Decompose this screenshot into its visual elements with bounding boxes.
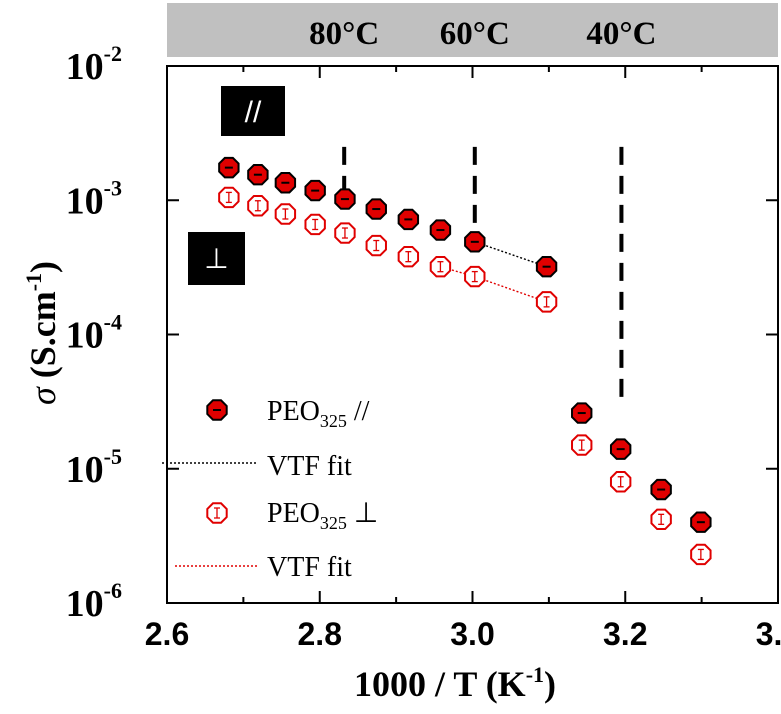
- parallel-badge: //: [221, 86, 285, 136]
- x-tick-label: 3.4: [756, 616, 781, 652]
- data-point-parallel: [274, 172, 297, 194]
- data-point-perpendicular: [365, 234, 387, 257]
- y-tick-label: 10-3: [66, 175, 122, 222]
- legend-label-fit: VTF fit: [267, 552, 352, 583]
- x-tick-label: 3.0: [450, 616, 494, 652]
- badge-text: ⊥: [204, 243, 228, 274]
- data-point-perpendicular: [397, 245, 420, 268]
- data-point-parallel: [609, 438, 632, 460]
- orientation-badges: // ⊥: [188, 86, 285, 285]
- x-tick-label: 2.6: [145, 616, 189, 652]
- data-point-parallel: [535, 255, 558, 278]
- data-point-perpendicular: [304, 213, 326, 236]
- vtf-fit-line: [474, 241, 547, 268]
- data-point-parallel: [304, 179, 326, 202]
- temperature-marker-label: 80°C: [309, 16, 379, 52]
- plot-frame: [166, 65, 779, 604]
- legend-label-parallel: PEO325 //: [267, 396, 370, 431]
- data-point-parallel: [247, 164, 269, 186]
- data-point-parallel: [690, 511, 712, 533]
- data-point-parallel: [571, 402, 593, 424]
- vtf-fit-line: [440, 266, 547, 303]
- data-point-parallel: [429, 219, 452, 241]
- data-point-parallel: [464, 231, 486, 253]
- data-point-perpendicular: [274, 203, 297, 225]
- data-point-perpendicular: [609, 471, 632, 493]
- data-point-perpendicular: [334, 222, 356, 244]
- data-point-parallel: [218, 156, 240, 179]
- y-tick-label: 10-5: [66, 444, 122, 491]
- y-tick-label: 10-6: [66, 578, 122, 625]
- y-tick-label: 10-4: [66, 310, 122, 357]
- y-axis-title: σ (S.cm-1): [21, 261, 63, 405]
- fit-lines: [440, 241, 547, 303]
- axis-ticks: 2.6 2.8 3.0 3.2 3.4 10-6 10-5 10-4 10-3 10-2: [66, 41, 781, 652]
- temperature-marker-label: 60°C: [440, 16, 510, 52]
- data-point-perpendicular: [571, 434, 593, 456]
- data-point-perpendicular: [650, 508, 672, 531]
- data-point-parallel: [365, 198, 387, 220]
- legend-label-perpendicular: PEO325 ⊥: [267, 498, 378, 533]
- data-points: [218, 156, 712, 566]
- badge-text: //: [245, 96, 262, 129]
- badge-box: [221, 86, 285, 136]
- temperature-markers: 80°C 60°C 40°C: [309, 16, 656, 401]
- data-point-parallel: [397, 208, 420, 231]
- legend-marker-parallel: [206, 399, 228, 421]
- data-point-parallel: [650, 478, 672, 501]
- data-point-perpendicular: [690, 543, 712, 566]
- data-point-perpendicular: [535, 291, 558, 313]
- data-point-perpendicular: [464, 265, 486, 288]
- data-point-parallel: [334, 188, 356, 210]
- y-tick-label: 10-2: [66, 41, 122, 88]
- data-point-perpendicular: [247, 195, 269, 217]
- badge-box: [188, 232, 245, 285]
- x-tick-label: 2.8: [298, 616, 342, 652]
- legend-marker-perpendicular: [206, 502, 228, 524]
- temperature-header-band: [167, 3, 778, 57]
- data-point-perpendicular: [218, 186, 240, 209]
- perpendicular-badge: ⊥: [188, 232, 245, 285]
- legend: PEO325 // VTF fit PEO325 ⊥ VTF fit: [162, 396, 378, 583]
- temperature-marker-label: 40°C: [586, 16, 656, 52]
- data-point-perpendicular: [429, 255, 452, 278]
- legend-label-fit: VTF fit: [267, 451, 352, 482]
- x-tick-label: 3.2: [603, 616, 647, 652]
- x-axis-title: 1000 / T (K-1): [354, 662, 556, 704]
